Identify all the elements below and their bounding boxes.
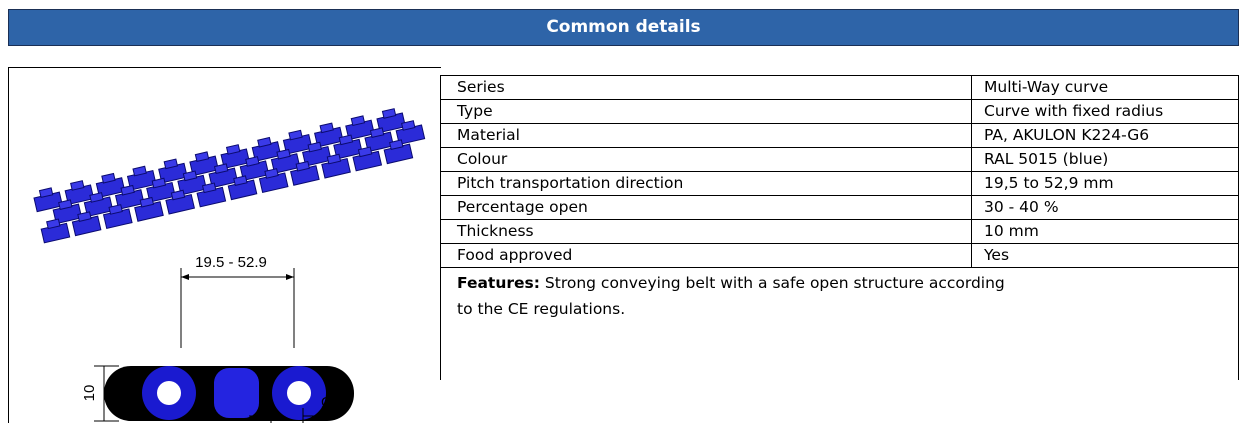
features-cell: Features: Strong conveying belt with a s…: [441, 268, 1239, 381]
belt-image: [33, 104, 429, 243]
row-value: Multi-Way curve: [972, 76, 1239, 100]
technical-drawing: 19.5 - 52.9 10 Ø5: [81, 254, 354, 423]
features-label: Features:: [457, 274, 540, 292]
row-value: RAL 5015 (blue): [972, 148, 1239, 172]
section-header: Common details: [8, 9, 1239, 46]
features-text: Strong conveying belt with a safe open s…: [457, 274, 1005, 318]
features-row: Features: Strong conveying belt with a s…: [441, 268, 1239, 381]
row-label: Food approved: [441, 244, 972, 268]
row-value: 10 mm: [972, 220, 1239, 244]
thickness-label: 10: [81, 385, 98, 402]
row-label: Pitch transportation direction: [441, 172, 972, 196]
image-cell: 19.5 - 52.9 10 Ø5: [8, 67, 441, 423]
page: Common details 19.5 - 52.9 10 Ø5 SeriesM…: [0, 0, 1247, 422]
row-label: Percentage open: [441, 196, 972, 220]
row-label: Colour: [441, 148, 972, 172]
hole-label: Ø5: [321, 394, 341, 411]
row-label: Thickness: [441, 220, 972, 244]
row-label: Material: [441, 124, 972, 148]
row-value: Curve with fixed radius: [972, 100, 1239, 124]
row-value: PA, AKULON K224-G6: [972, 124, 1239, 148]
product-illustration: 19.5 - 52.9 10 Ø5: [9, 68, 441, 423]
row-label: Type: [441, 100, 972, 124]
row-label: Series: [441, 76, 972, 100]
row-value: 30 - 40 %: [972, 196, 1239, 220]
row-value: 19,5 to 52,9 mm: [972, 172, 1239, 196]
row-value: Yes: [972, 244, 1239, 268]
pitch-label: 19.5 - 52.9: [195, 254, 267, 271]
